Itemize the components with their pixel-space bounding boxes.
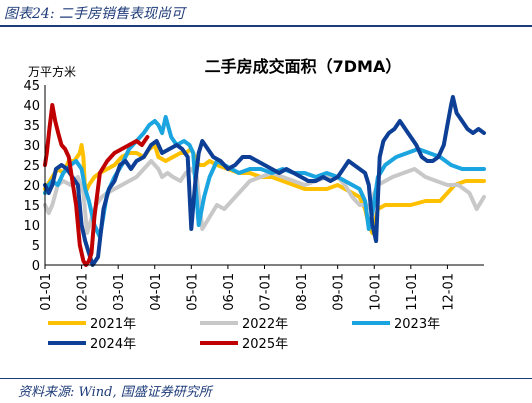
x-axis: 01-01 02-01 03-01 04-01 05-01 06-01 07-01 08-01… xyxy=(39,265,456,311)
figure-caption: 图表24: 二手房销售表现尚可 xyxy=(4,6,185,22)
figure-header: 图表24: 二手房销售表现尚可 xyxy=(0,0,532,27)
x-tick-label: 08-01 xyxy=(295,273,310,311)
header-divider xyxy=(0,25,532,27)
x-tick-label: 07-01 xyxy=(259,273,274,311)
source-note: 资料来源: Wind, 国盛证券研究所 xyxy=(18,385,212,400)
y-tick-label: 30 xyxy=(23,139,40,154)
x-tick-label: 04-01 xyxy=(149,273,164,311)
y-tick-label: 25 xyxy=(23,159,40,174)
x-tick-label: 12-01 xyxy=(441,273,456,311)
legend-label: 2022年 xyxy=(242,317,288,332)
y-axis-label: 万平方米 xyxy=(28,64,76,79)
x-tick-label: 05-01 xyxy=(185,273,200,311)
line-chart: 二手房成交面积（7DMA） 万平方米 0 5 10 15 20 25 30 35 40 45 01… xyxy=(23,57,486,352)
series-line-4 xyxy=(43,95,486,267)
y-tick-label: 5 xyxy=(32,239,40,254)
y-axis: 0 5 10 15 20 25 30 35 40 45 xyxy=(23,79,40,274)
series-line-5 xyxy=(43,103,150,267)
x-tick-label: 06-01 xyxy=(222,273,237,311)
y-tick-label: 45 xyxy=(23,79,40,94)
x-tick-label: 09-01 xyxy=(332,273,347,311)
y-tick-label: 40 xyxy=(23,99,40,114)
y-tick-label: 35 xyxy=(23,119,40,134)
x-tick-label: 03-01 xyxy=(112,273,127,311)
x-tick-label: 11-01 xyxy=(405,273,420,311)
y-tick-label: 15 xyxy=(23,199,40,214)
footer-divider xyxy=(0,378,532,379)
legend-label: 2025年 xyxy=(242,337,288,352)
legend-label: 2024年 xyxy=(90,337,136,352)
x-tick-label: 02-01 xyxy=(76,273,91,311)
chart-title: 二手房成交面积（7DMA） xyxy=(205,57,402,76)
legend-label: 2023年 xyxy=(394,317,440,332)
y-tick-label: 20 xyxy=(23,179,40,194)
legend-label: 2021年 xyxy=(90,317,136,332)
x-tick-label: 10-01 xyxy=(368,273,383,311)
y-tick-label: 0 xyxy=(32,259,40,274)
y-tick-label: 10 xyxy=(23,219,40,234)
series-group xyxy=(43,95,486,267)
chart-legend: 2021年 2022年 2023年 2024年 2025年 xyxy=(48,317,440,352)
x-tick-label: 01-01 xyxy=(39,273,54,311)
